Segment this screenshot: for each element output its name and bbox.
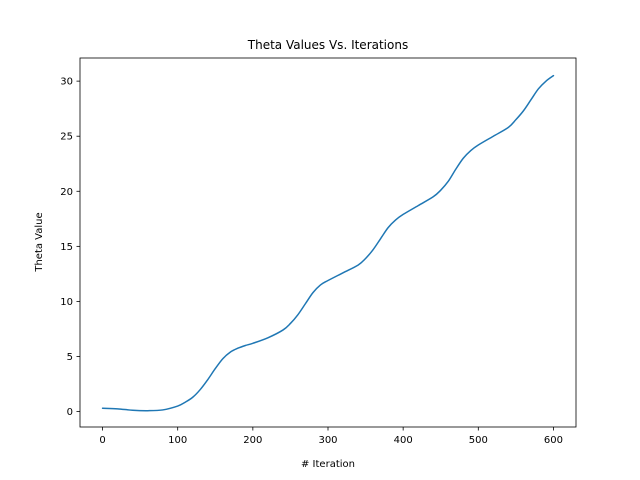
x-tick-label: 0 bbox=[99, 435, 105, 446]
x-tick-label: 400 bbox=[394, 435, 413, 446]
series-line-theta bbox=[101, 74, 555, 412]
y-tick-label: 15 bbox=[60, 242, 73, 253]
y-tick-label: 5 bbox=[67, 352, 73, 363]
x-tick-label: 300 bbox=[318, 435, 337, 446]
y-tick-label: 0 bbox=[67, 407, 73, 418]
y-tick-label: 30 bbox=[60, 77, 73, 88]
plot-area bbox=[101, 74, 555, 412]
x-axis-ticks: 0 100 200 300 400 500 600 bbox=[99, 427, 563, 446]
y-tick-label: 20 bbox=[60, 187, 73, 198]
x-tick-label: 500 bbox=[469, 435, 488, 446]
y-tick-label: 10 bbox=[60, 297, 73, 308]
x-tick-label: 100 bbox=[168, 435, 187, 446]
x-axis-label: # Iteration bbox=[301, 459, 355, 470]
chart-title: Theta Values Vs. Iterations bbox=[247, 38, 408, 52]
y-axis-ticks: 0 5 10 15 20 25 30 bbox=[60, 77, 80, 418]
y-axis-label: Theta Value bbox=[34, 212, 45, 272]
y-tick-label: 25 bbox=[60, 132, 73, 143]
x-tick-label: 600 bbox=[544, 435, 563, 446]
x-tick-label: 200 bbox=[243, 435, 262, 446]
